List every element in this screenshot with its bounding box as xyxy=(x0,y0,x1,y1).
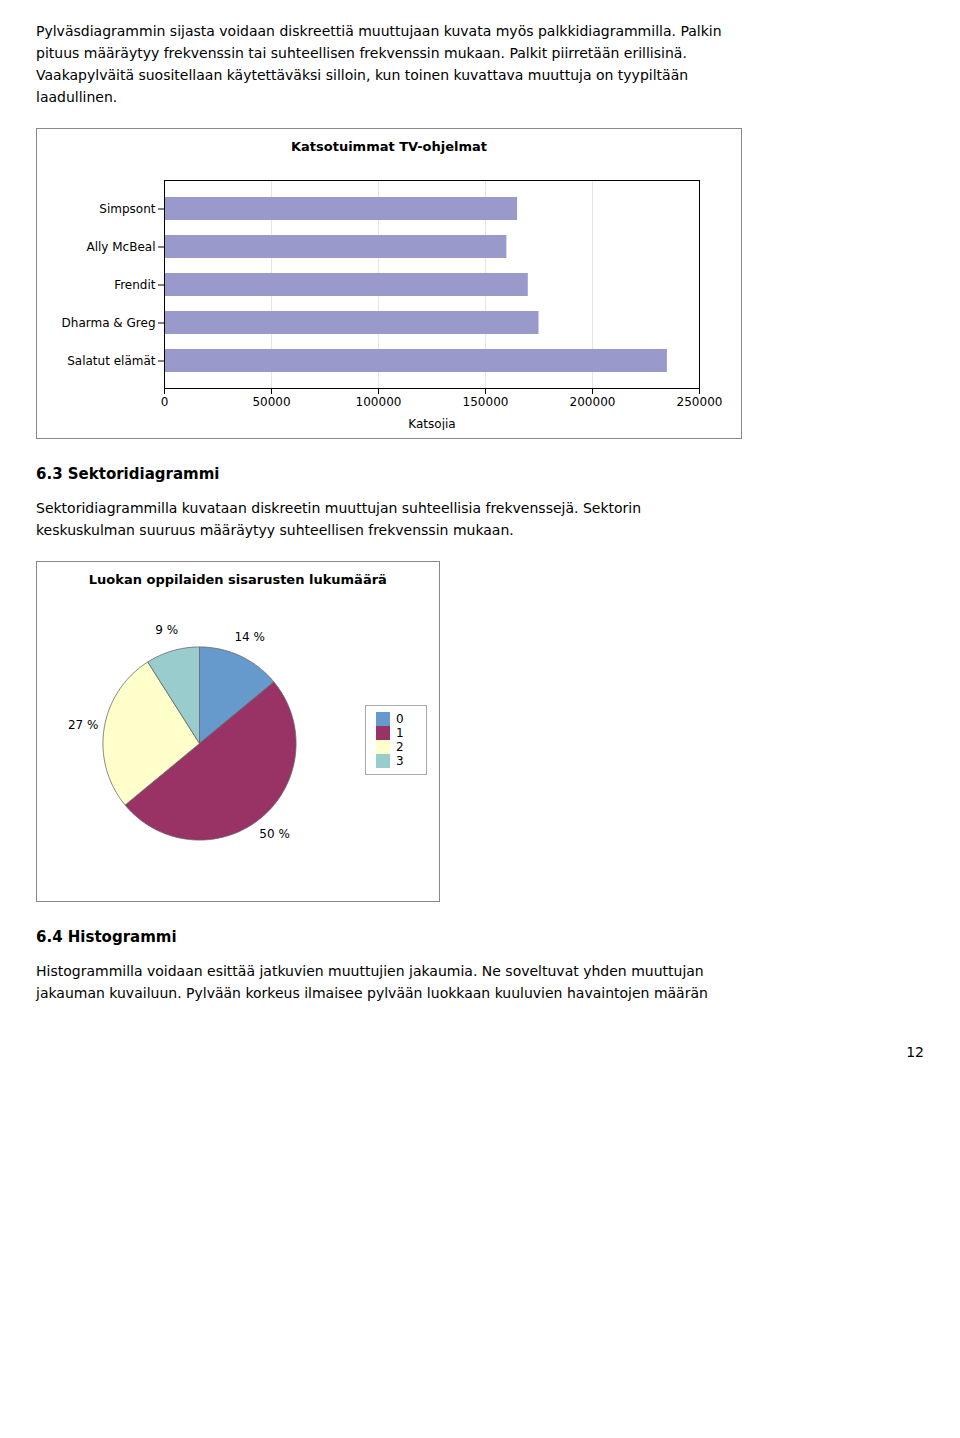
svg-text:9 %: 9 % xyxy=(155,623,178,637)
html-text:pituus määräytyy frekvenssin t: pituus määräytyy frekvenssin tai suhteel… xyxy=(36,45,687,61)
svg-text:Salatut elämät: Salatut elämät xyxy=(67,354,156,368)
html-text:Pylväsdiagrammin sijasta voida: Pylväsdiagrammin sijasta voidaan diskree… xyxy=(36,23,722,39)
svg-text:100000: 100000 xyxy=(356,395,402,409)
html-text:6.4 Histogrammi: 6.4 Histogrammi xyxy=(36,928,177,946)
html-text:2: 2 xyxy=(396,740,404,754)
svg-text:Simpsont: Simpsont xyxy=(99,202,155,216)
html-text:Sektoridiagrammilla kuvataan d: Sektoridiagrammilla kuvataan diskreetin … xyxy=(36,500,642,516)
svg-text:50 %: 50 % xyxy=(259,827,290,841)
html-text:Luokan oppilaiden sisarusten l: Luokan oppilaiden sisarusten lukumäärä xyxy=(88,572,387,587)
html-text:1: 1 xyxy=(396,726,404,740)
svg-text:14 %: 14 % xyxy=(234,630,265,644)
html-text:keskuskulman suuruus määräytyy: keskuskulman suuruus määräytyy suhteelli… xyxy=(36,522,514,538)
html-text:laadullinen.: laadullinen. xyxy=(36,89,118,105)
svg-text:50000: 50000 xyxy=(252,395,290,409)
html-text:jakauman kuvailuun. Pylvään ko: jakauman kuvailuun. Pylvään korkeus ilma… xyxy=(36,985,708,1001)
svg-text:Katsojia: Katsojia xyxy=(408,417,455,431)
html-text:Histogrammilla voidaan esittää: Histogrammilla voidaan esittää jatkuvien… xyxy=(36,963,704,979)
svg-text:27 %: 27 % xyxy=(68,718,99,732)
html-text:6.3 Sektoridiagrammi: 6.3 Sektoridiagrammi xyxy=(36,465,220,483)
svg-text:150000: 150000 xyxy=(463,395,509,409)
svg-text:Dharma & Greg: Dharma & Greg xyxy=(62,316,156,330)
html-text:0: 0 xyxy=(396,712,404,726)
html-text:Vaakapylväitä suositellaan käy: Vaakapylväitä suositellaan käytettäväksi… xyxy=(36,67,689,83)
svg-text:Ally McBeal: Ally McBeal xyxy=(86,240,155,254)
html-text:Katsotuimmat TV-ohjelmat: Katsotuimmat TV-ohjelmat xyxy=(291,139,487,154)
svg-text:Frendit: Frendit xyxy=(114,278,156,292)
svg-text:200000: 200000 xyxy=(570,395,616,409)
svg-text:250000: 250000 xyxy=(677,395,723,409)
svg-text:0: 0 xyxy=(161,395,169,409)
html-text:3: 3 xyxy=(396,754,404,768)
html-text:12: 12 xyxy=(906,1044,924,1060)
